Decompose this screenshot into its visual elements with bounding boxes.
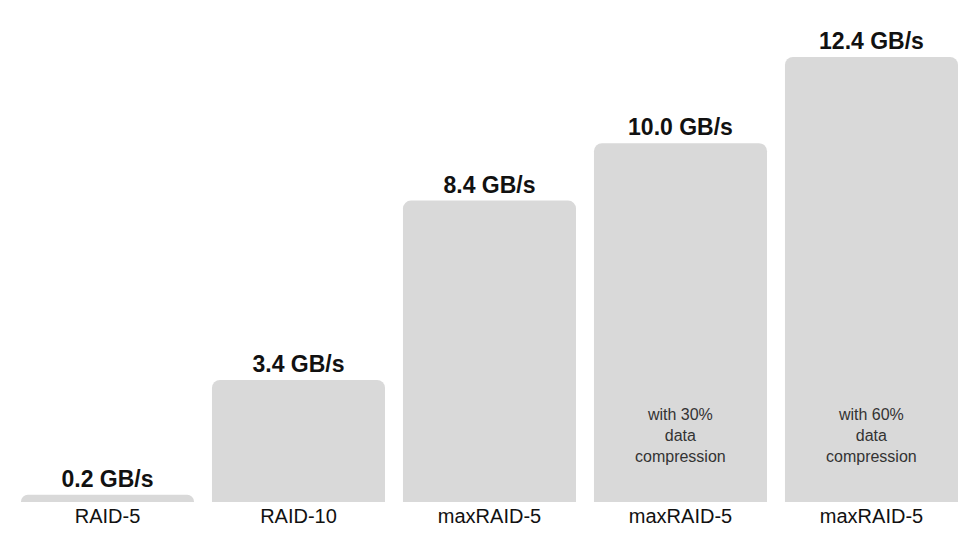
svg-text:with 60%datacompression: with 60%datacompression <box>826 406 917 465</box>
svg-text:3.4 GB/s: 3.4 GB/s <box>252 351 344 377</box>
svg-text:8.4 GB/s: 8.4 GB/s <box>443 172 535 198</box>
svg-text:maxRAID-5: maxRAID-5 <box>629 505 732 527</box>
svg-text:RAID-10: RAID-10 <box>260 505 337 527</box>
svg-text:maxRAID-5: maxRAID-5 <box>820 505 923 527</box>
svg-text:with 30%datacompression: with 30%datacompression <box>635 406 726 465</box>
svg-text:0.2 GB/s: 0.2 GB/s <box>61 466 153 492</box>
svg-text:12.4 GB/s: 12.4 GB/s <box>819 28 924 54</box>
svg-text:10.0 GB/s: 10.0 GB/s <box>628 114 733 140</box>
svg-text:RAID-5: RAID-5 <box>75 505 141 527</box>
svg-text:maxRAID-5: maxRAID-5 <box>438 505 541 527</box>
